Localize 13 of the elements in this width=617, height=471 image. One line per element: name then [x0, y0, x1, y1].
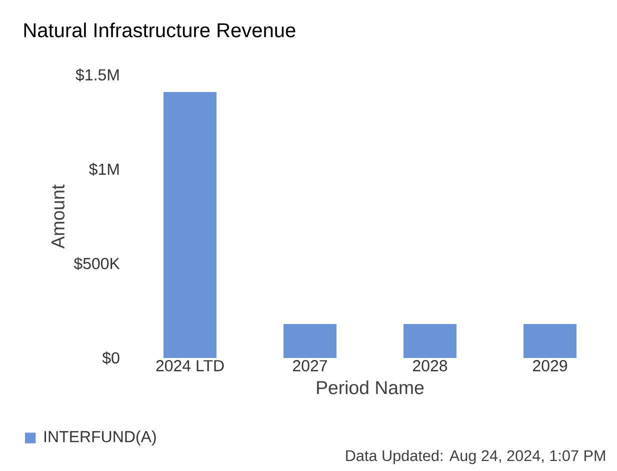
y-tick-label: $1M: [89, 162, 119, 176]
chart-title: Natural Infrastructure Revenue: [24, 22, 296, 38]
x-tick-label: 2027: [293, 360, 327, 372]
y-tick-label: $1.5M: [76, 68, 119, 82]
x-tick-label: 2024 LTD: [156, 360, 224, 372]
y-axis-title: Amount: [52, 184, 65, 249]
text: Data Updated: Aug 24, 2024, 1:07 PM: [346, 450, 605, 464]
y-tick-label: $500K: [74, 257, 120, 270]
x-tick-label: 2028: [413, 360, 448, 372]
legend-label: INTERFUND(A): [44, 430, 156, 446]
x-tick-label: 2029: [533, 360, 568, 372]
y-tick-label: $0: [102, 352, 120, 364]
x-axis-title: Period Name: [317, 380, 424, 394]
